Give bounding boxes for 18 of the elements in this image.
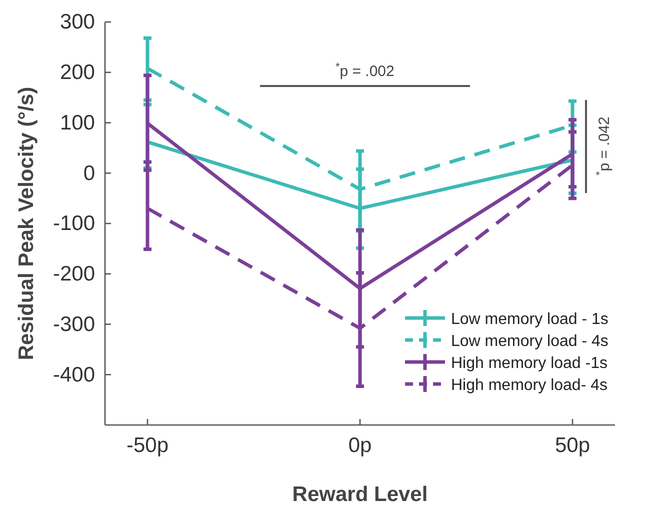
y-tick-label: 300 bbox=[60, 10, 95, 34]
y-tick-label: -100 bbox=[52, 212, 95, 236]
legend-label: Low memory load - 4s bbox=[451, 333, 608, 350]
y-tick-label: -200 bbox=[52, 262, 95, 286]
x-tick-label: 0p bbox=[348, 434, 372, 457]
y-tick-label: -400 bbox=[52, 363, 95, 386]
annotation: $^{*}$p = .002 bbox=[336, 61, 394, 80]
y-tick-label: 100 bbox=[60, 111, 95, 134]
y-tick-label: -300 bbox=[52, 312, 95, 336]
y-tick-label: 200 bbox=[60, 61, 95, 84]
y-tick-label: 0 bbox=[83, 162, 95, 185]
y-axis-title: Residual Peak Velocity (°/s) bbox=[15, 86, 38, 360]
x-tick-label: -50p bbox=[126, 434, 169, 457]
x-axis-title: Reward Level bbox=[292, 483, 428, 506]
legend-label: High memory load- 4s bbox=[451, 377, 608, 394]
legend-label: High memory load -1s bbox=[451, 355, 608, 372]
legend-label: Low memory load - 1s bbox=[451, 311, 608, 328]
x-tick-label: 50p bbox=[554, 434, 590, 457]
